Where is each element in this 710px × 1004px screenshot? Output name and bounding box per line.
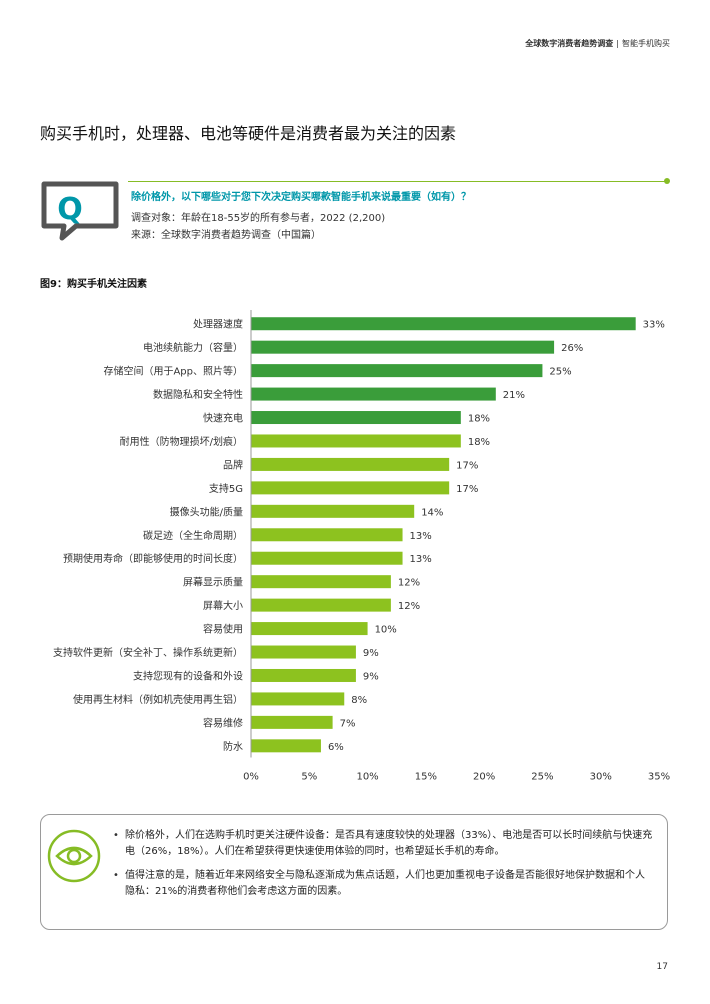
x-tick-label: 25% — [531, 772, 553, 783]
insight-item: 值得注意的是，随着近年来网络安全与隐私逐渐成为焦点话题，人们也更加重视电子设备是… — [113, 868, 653, 900]
category-label: 支持软件更新（安全补丁、操作系统更新） — [53, 646, 243, 659]
data-label: 8% — [351, 695, 367, 706]
question-text: 除价格外，以下哪些对于您下次决定购买哪款智能手机来说最重要（如有）？ — [131, 192, 471, 203]
data-label: 18% — [468, 414, 490, 425]
data-label: 13% — [410, 531, 432, 542]
data-label: 9% — [363, 671, 379, 682]
category-label: 碳足迹（全生命周期） — [143, 529, 243, 542]
x-tick-label: 15% — [415, 772, 437, 783]
data-label: 21% — [503, 390, 525, 401]
survey-source: 来源：全球数字消费者趋势调查（中国篇） — [131, 230, 321, 241]
page-number: 17 — [656, 962, 668, 972]
category-label: 快速充电 — [203, 412, 243, 425]
question-icon: Q — [41, 181, 119, 241]
data-label: 33% — [643, 320, 665, 331]
data-label: 14% — [421, 507, 443, 518]
bar — [251, 739, 321, 753]
category-label: 使用再生材料（例如机壳使用再生铝） — [73, 693, 243, 706]
data-label: 17% — [456, 460, 478, 471]
data-label: 26% — [561, 343, 583, 354]
bar — [251, 504, 415, 518]
bar — [251, 692, 345, 706]
data-label: 17% — [456, 484, 478, 495]
bar — [251, 457, 450, 471]
bar — [251, 411, 461, 425]
figure-title: 图9：购买手机关注因素 — [40, 279, 147, 290]
data-label: 12% — [398, 601, 420, 612]
x-tick-label: 30% — [590, 772, 612, 783]
data-label: 6% — [328, 742, 344, 753]
insight-box — [40, 814, 668, 930]
category-label: 数据隐私和安全特性 — [153, 388, 243, 401]
question-rule — [128, 181, 668, 182]
bar — [251, 715, 333, 729]
category-label: 耐用性（防物理损坏/划痕） — [120, 435, 243, 448]
category-label: 处理器速度 — [193, 318, 243, 331]
bar — [251, 364, 543, 378]
bar — [251, 528, 403, 542]
bar — [251, 387, 496, 401]
x-tick-label: 35% — [648, 772, 670, 783]
data-label: 10% — [375, 625, 397, 636]
category-label: 品牌 — [223, 458, 243, 471]
category-label: 支持您现有的设备和外设 — [133, 669, 243, 682]
bar — [251, 481, 450, 495]
category-label: 屏幕显示质量 — [183, 576, 243, 589]
bar — [251, 598, 391, 612]
category-label: 存储空间（用于App、照片等） — [103, 365, 243, 378]
category-label: 电池续航能力（容量） — [143, 341, 243, 354]
data-label: 7% — [340, 718, 356, 729]
x-tick-label: 10% — [356, 772, 378, 783]
data-label: 9% — [363, 648, 379, 659]
bar — [251, 645, 356, 659]
question-rule-dot — [664, 178, 670, 184]
bar — [251, 668, 356, 682]
bar — [251, 551, 403, 565]
running-header: 全球数字消费者趋势调查 | 智能手机购买 — [525, 38, 670, 49]
section-name: 智能手机购买 — [622, 39, 670, 48]
survey-respondents: 调查对象：年龄在18-55岁的所有参与者，2022 (2,200) — [131, 213, 386, 224]
category-label: 容易使用 — [203, 623, 243, 636]
bar — [251, 340, 555, 354]
page-title: 购买手机时，处理器、电池等硬件是消费者最为关注的因素 — [40, 124, 457, 143]
bar — [251, 434, 461, 448]
category-label: 屏幕大小 — [203, 599, 243, 612]
bar — [251, 575, 391, 589]
category-label: 防水 — [223, 740, 243, 753]
header-separator: | — [616, 39, 619, 48]
insight-list: 除价格外，人们在选购手机时更关注硬件设备：是否具有速度较快的处理器（33%）、电… — [113, 828, 653, 908]
data-label: 13% — [410, 554, 432, 565]
bar — [251, 317, 636, 331]
x-tick-label: 5% — [301, 772, 317, 783]
report-name: 全球数字消费者趋势调查 — [525, 39, 614, 48]
question-icon-letter: Q — [57, 192, 83, 227]
category-label: 容易维修 — [203, 716, 243, 729]
category-label: 摄像头功能/质量 — [170, 505, 243, 518]
data-label: 25% — [549, 367, 571, 378]
category-label: 支持5G — [209, 482, 243, 495]
x-tick-label: 20% — [473, 772, 495, 783]
category-label: 预期使用寿命（即能够使用的时间长度） — [63, 552, 243, 565]
insight-item: 除价格外，人们在选购手机时更关注硬件设备：是否具有速度较快的处理器（33%）、电… — [113, 828, 653, 860]
data-label: 12% — [398, 578, 420, 589]
bar — [251, 622, 368, 636]
data-label: 18% — [468, 437, 490, 448]
x-tick-label: 0% — [243, 772, 259, 783]
bar-chart: 处理器速度 33% 电池续航能力（容量） 26% 存储空间（用于App、照片等） 25% 数… — [53, 310, 670, 783]
eye-icon — [47, 829, 101, 883]
